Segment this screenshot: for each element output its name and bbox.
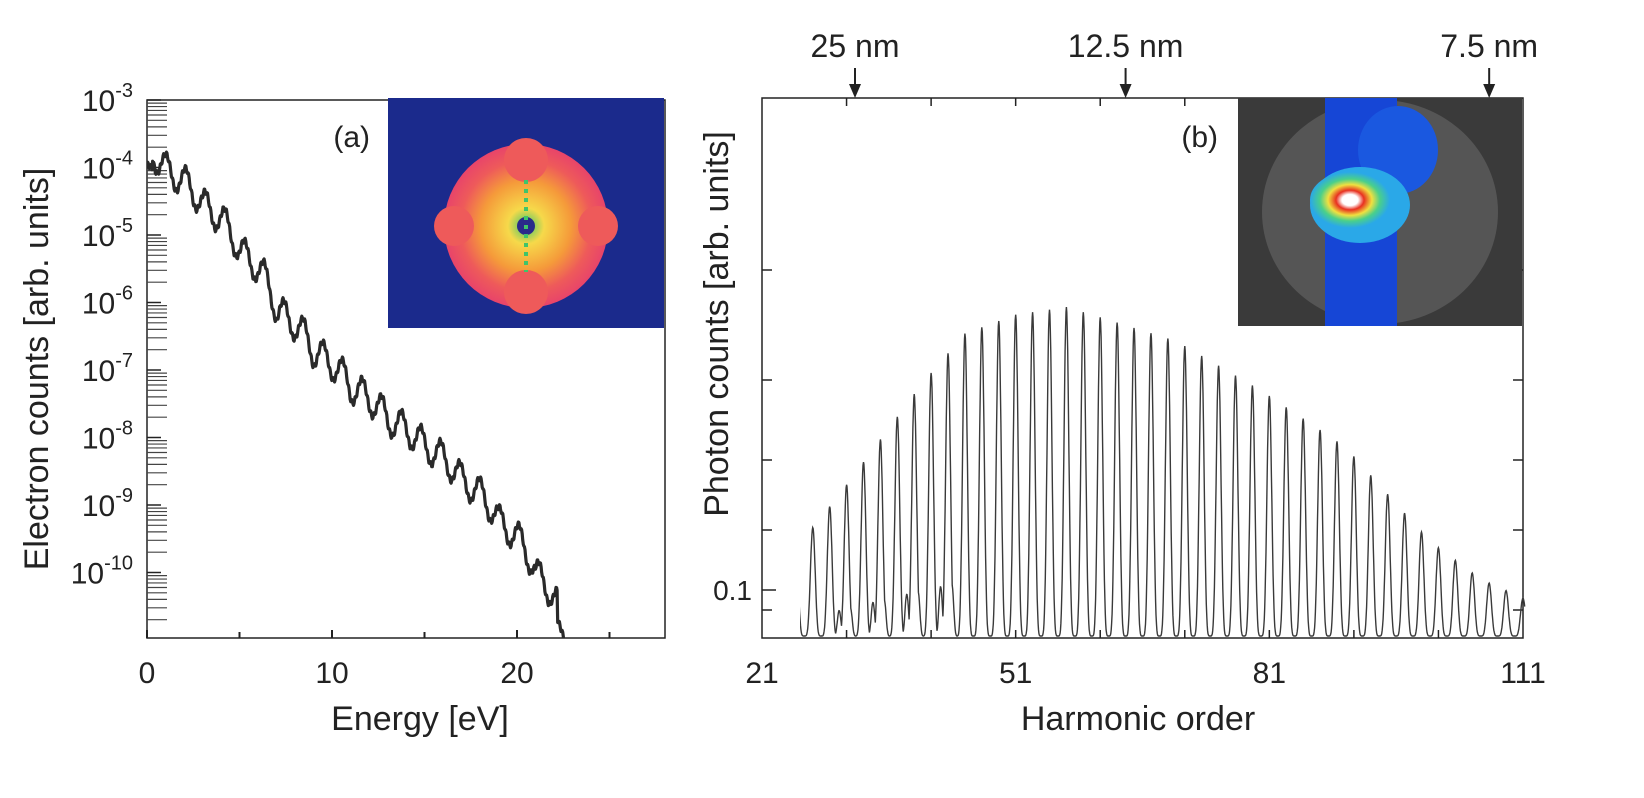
- panel-b-top-axis: 25 nm 12.5 nm 7.5 nm: [811, 28, 1538, 98]
- y-tick-label: 10-9: [82, 485, 133, 523]
- top-axis-arrowhead: [1483, 84, 1496, 98]
- panel-a-x-axis-label: Energy [eV]: [331, 700, 509, 738]
- y-tick-label: 10-3: [82, 80, 133, 118]
- panel-b-label: (b): [1181, 121, 1218, 154]
- y-tick-label: 10-5: [82, 215, 133, 253]
- top-axis-label: 7.5 nm: [1440, 28, 1538, 64]
- y-tick-label: 10-7: [82, 350, 133, 388]
- panel-b-y-ticks: 0.1: [713, 269, 1523, 611]
- top-axis-label: 25 nm: [811, 28, 900, 64]
- x-tick-label: 0: [139, 657, 156, 690]
- inset-b-spot: [1310, 172, 1390, 228]
- x-tick-label: 20: [500, 657, 533, 690]
- panel-a-inset-image: [388, 98, 664, 328]
- x-tick-label: 51: [999, 657, 1032, 690]
- y-tick-label: 10-8: [82, 418, 133, 456]
- y-tick-label: 10-6: [82, 283, 133, 321]
- x-tick-label: 10: [315, 657, 348, 690]
- panel-b-inset-image: [1238, 98, 1522, 326]
- harmonic-spectrum-line: [800, 307, 1526, 637]
- top-axis-arrowhead: [849, 84, 862, 98]
- panel-a-label: (a): [333, 121, 370, 154]
- panel-a-x-ticks: 0 10 20: [139, 630, 611, 690]
- x-tick-label: 81: [1253, 657, 1286, 690]
- top-axis-arrowhead: [1119, 84, 1132, 98]
- panel-b: 21 51 81 111 0.1 25 nm 12.5 nm 7.5 nm (b) Har…: [698, 28, 1546, 738]
- y-tick-label: 0.1: [713, 575, 752, 606]
- y-tick-label: 10-10: [71, 553, 133, 591]
- top-axis-label: 12.5 nm: [1068, 28, 1184, 64]
- panel-b-y-axis-label: Photon counts [arb. units]: [698, 131, 736, 517]
- panel-a-minor-ticks: [147, 102, 167, 621]
- panel-b-x-ticks: 21 51 81 111: [745, 657, 1545, 690]
- y-tick-label: 10-4: [82, 148, 133, 186]
- electron-spectrum-line: [147, 150, 566, 638]
- x-tick-label: 21: [745, 657, 778, 690]
- panel-a-y-axis-label: Electron counts [arb. units]: [18, 168, 56, 571]
- panel-a: 10-310-410-510-610-710-810-910-10 0 10 20 …: [18, 80, 666, 738]
- x-tick-label: 111: [1500, 657, 1546, 690]
- panel-b-x-axis-label: Harmonic order: [1021, 700, 1255, 738]
